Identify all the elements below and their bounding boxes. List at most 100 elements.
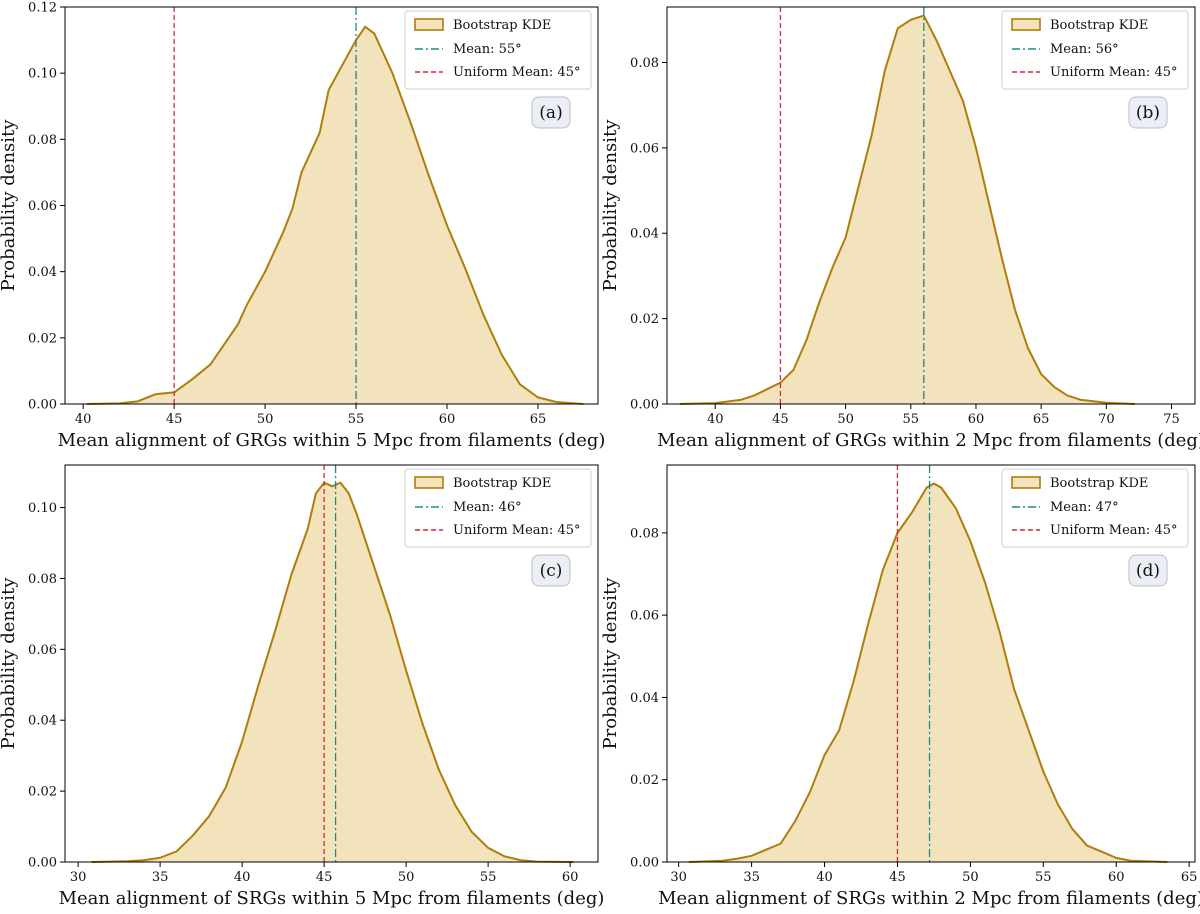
panel-tag: (c) xyxy=(540,561,563,581)
legend: Bootstrap KDE Mean: 47° Uniform Mean: 45° xyxy=(1001,468,1189,548)
x-axis-label: Mean alignment of GRGs within 5 Mpc from… xyxy=(58,430,606,451)
y-axis-label: Probability density xyxy=(600,119,621,292)
x-tick-label: 30 xyxy=(670,870,687,885)
legend-label-mean: Mean: 47° xyxy=(1050,500,1119,515)
y-tick-label: 0.08 xyxy=(630,526,659,541)
x-tick-label: 50 xyxy=(398,870,415,885)
panel-3: 30 35 40 45 50 55 60 65 0.00 0.02 0.04 0.06 0.08 Mean… xyxy=(600,464,1200,909)
x-tick-label: 55 xyxy=(480,870,497,885)
legend-label-uniform: Uniform Mean: 45° xyxy=(1050,523,1177,538)
legend: Bootstrap KDE Mean: 56° Uniform Mean: 45° xyxy=(1001,10,1189,90)
y-tick-label: 0.06 xyxy=(28,643,57,658)
x-tick-label: 40 xyxy=(707,412,724,427)
legend-label-kde: Bootstrap KDE xyxy=(1050,476,1148,491)
axes-frame xyxy=(64,464,599,863)
x-tick-label: 40 xyxy=(75,412,92,427)
y-tick-label: 0.12 xyxy=(28,1,57,16)
y-tick-label: 0.02 xyxy=(28,331,57,346)
x-tick-label: 65 xyxy=(530,412,547,427)
legend-label-mean: Mean: 46° xyxy=(453,500,522,515)
x-tick-label: 60 xyxy=(968,412,985,427)
x-axis-label: Mean alignment of SRGs within 2 Mpc from… xyxy=(658,888,1200,909)
x-tick-label: 45 xyxy=(166,412,183,427)
kde-line xyxy=(680,14,1136,405)
legend-label-mean: Mean: 56° xyxy=(1050,42,1119,57)
y-tick-label: 0.06 xyxy=(630,609,659,624)
panel-tag: (a) xyxy=(539,103,562,123)
panel-tag-box xyxy=(1128,96,1168,129)
y-tick-label: 0.06 xyxy=(28,199,57,214)
y-tick-label: 0.02 xyxy=(630,773,659,788)
kde-area xyxy=(688,483,1168,862)
kde-area xyxy=(86,26,584,404)
legend-box xyxy=(404,10,592,90)
y-tick-label: 0.08 xyxy=(630,56,659,71)
legend-label-mean: Mean: 55° xyxy=(453,42,522,57)
y-tick-label: 0.10 xyxy=(28,67,57,82)
panel-tag: (d) xyxy=(1136,561,1160,581)
x-tick-label: 40 xyxy=(234,870,251,885)
x-tick-label: 70 xyxy=(1098,412,1115,427)
x-tick-label: 55 xyxy=(348,412,365,427)
x-axis-label: Mean alignment of SRGs within 5 Mpc from… xyxy=(59,888,605,909)
panel-tag: (b) xyxy=(1136,103,1160,123)
y-axis-label: Probability density xyxy=(600,577,621,750)
x-axis-label: Mean alignment of GRGs within 2 Mpc from… xyxy=(657,430,1200,451)
kde-line xyxy=(86,25,584,405)
legend-box xyxy=(1001,10,1189,90)
legend-box xyxy=(404,468,592,548)
x-tick-label: 60 xyxy=(439,412,456,427)
x-tick-label: 60 xyxy=(562,870,579,885)
legend-swatch-kde xyxy=(1011,476,1041,489)
kde-area xyxy=(680,15,1136,404)
y-axis-label: Probability density xyxy=(0,119,19,292)
legend-label-kde: Bootstrap KDE xyxy=(1050,18,1148,33)
panel-2: 30 35 40 45 50 55 60 0.00 0.02 0.04 0.06 0.08 0.10 Me… xyxy=(0,464,605,909)
legend-label-kde: Bootstrap KDE xyxy=(453,476,551,491)
kde-line xyxy=(688,482,1168,863)
y-tick-label: 0.02 xyxy=(28,785,57,800)
y-tick-label: 0.10 xyxy=(28,501,57,516)
axes-frame xyxy=(666,6,1196,405)
panel-tag-box xyxy=(531,96,571,129)
y-tick-label: 0.00 xyxy=(28,856,57,871)
legend-label-uniform: Uniform Mean: 45° xyxy=(453,65,580,80)
y-tick-label: 0.04 xyxy=(630,227,659,242)
x-tick-label: 40 xyxy=(816,870,833,885)
x-tick-label: 65 xyxy=(1033,412,1050,427)
x-tick-label: 50 xyxy=(962,870,979,885)
legend-swatch-kde xyxy=(414,476,444,489)
y-tick-label: 0.00 xyxy=(630,398,659,413)
legend-swatch-kde xyxy=(414,18,444,31)
x-tick-label: 60 xyxy=(1108,870,1125,885)
y-tick-label: 0.04 xyxy=(28,714,57,729)
y-tick-label: 0.00 xyxy=(28,398,57,413)
panel-tag-box xyxy=(1128,554,1168,587)
y-tick-label: 0.04 xyxy=(630,691,659,706)
panel-1: 40 45 50 55 60 65 70 75 0.00 0.02 0.04 0.06 0.08 Mean… xyxy=(600,6,1200,451)
legend-label-uniform: Uniform Mean: 45° xyxy=(1050,65,1177,80)
x-tick-label: 50 xyxy=(837,412,854,427)
x-tick-label: 35 xyxy=(152,870,169,885)
legend-label-uniform: Uniform Mean: 45° xyxy=(453,523,580,538)
y-tick-label: 0.08 xyxy=(28,133,57,148)
x-tick-label: 75 xyxy=(1163,412,1180,427)
x-tick-label: 55 xyxy=(903,412,920,427)
legend: Bootstrap KDE Mean: 55° Uniform Mean: 45° xyxy=(404,10,592,90)
legend-box xyxy=(1001,468,1189,548)
x-tick-label: 45 xyxy=(772,412,789,427)
panel-0: 40 45 50 55 60 65 0.00 0.02 0.04 0.06 0.08 0.10 0.12… xyxy=(0,1,605,452)
x-tick-label: 35 xyxy=(743,870,760,885)
x-tick-label: 30 xyxy=(70,870,87,885)
y-tick-label: 0.06 xyxy=(630,141,659,156)
x-tick-label: 45 xyxy=(889,870,906,885)
y-tick-label: 0.00 xyxy=(630,856,659,871)
legend: Bootstrap KDE Mean: 46° Uniform Mean: 45° xyxy=(404,468,592,548)
legend-swatch-kde xyxy=(1011,18,1041,31)
x-tick-label: 55 xyxy=(1035,870,1052,885)
y-axis-label: Probability density xyxy=(0,577,19,750)
y-tick-label: 0.04 xyxy=(28,265,57,280)
kde-line xyxy=(91,481,574,863)
